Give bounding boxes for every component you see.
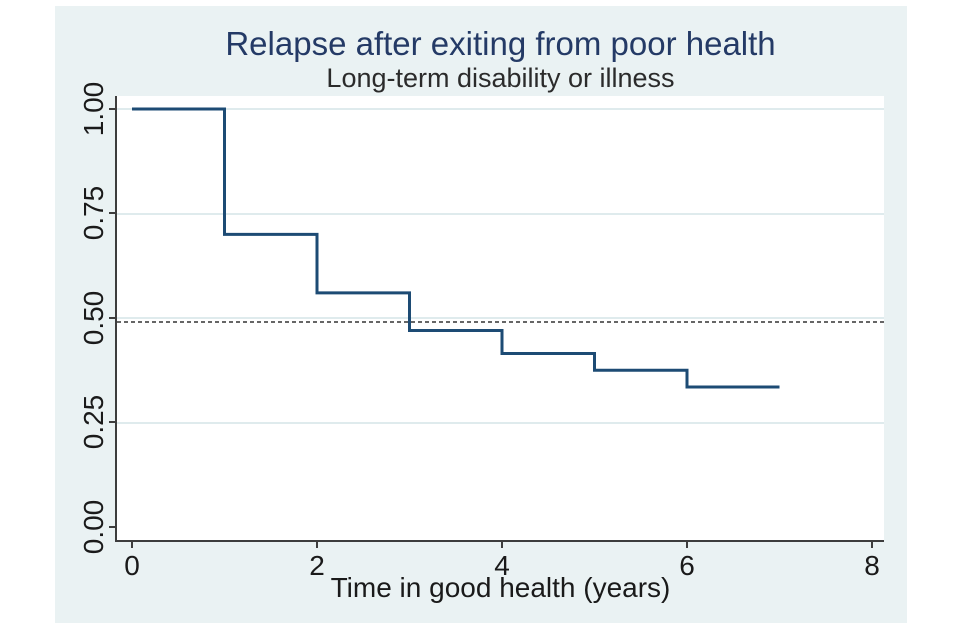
y-tick-label: 0.00: [78, 499, 109, 555]
y-tick-mark: [109, 526, 116, 528]
survival-step-line: [132, 107, 780, 389]
gridline: [117, 317, 884, 319]
y-tick-label: 1.00: [78, 81, 109, 137]
y-tick-label: 0.25: [78, 394, 109, 450]
y-axis-line: [115, 96, 117, 542]
survival-curve-svg: [132, 107, 780, 389]
x-tick-mark: [316, 541, 318, 548]
chart-subtitle: Long-term disability or illness: [326, 63, 675, 93]
x-axis-line: [115, 540, 884, 542]
gridline: [117, 212, 884, 215]
x-tick-label: 6: [679, 550, 695, 581]
y-tick-label: 0.50: [78, 290, 109, 346]
x-tick-label: 0: [124, 550, 140, 581]
y-tick-mark: [109, 317, 116, 319]
y-tick-label: 0.75: [78, 185, 109, 241]
y-tick-mark: [109, 212, 116, 214]
x-tick-mark: [131, 541, 133, 548]
x-tick-label: 8: [864, 550, 880, 581]
gridline: [117, 421, 884, 424]
x-tick-mark: [686, 541, 688, 548]
plot-area: [117, 96, 884, 540]
gridline: [117, 108, 884, 110]
y-tick-mark: [109, 421, 116, 423]
x-axis-title: Time in good health (years): [330, 572, 671, 603]
x-tick-label: 4: [494, 550, 510, 581]
x-tick-label: 2: [309, 550, 325, 581]
x-tick-mark: [501, 541, 503, 548]
chart-title: Relapse after exiting from poor health: [225, 25, 776, 62]
y-tick-mark: [109, 108, 116, 110]
median-reference-line: [117, 321, 884, 324]
x-tick-mark: [871, 541, 873, 548]
